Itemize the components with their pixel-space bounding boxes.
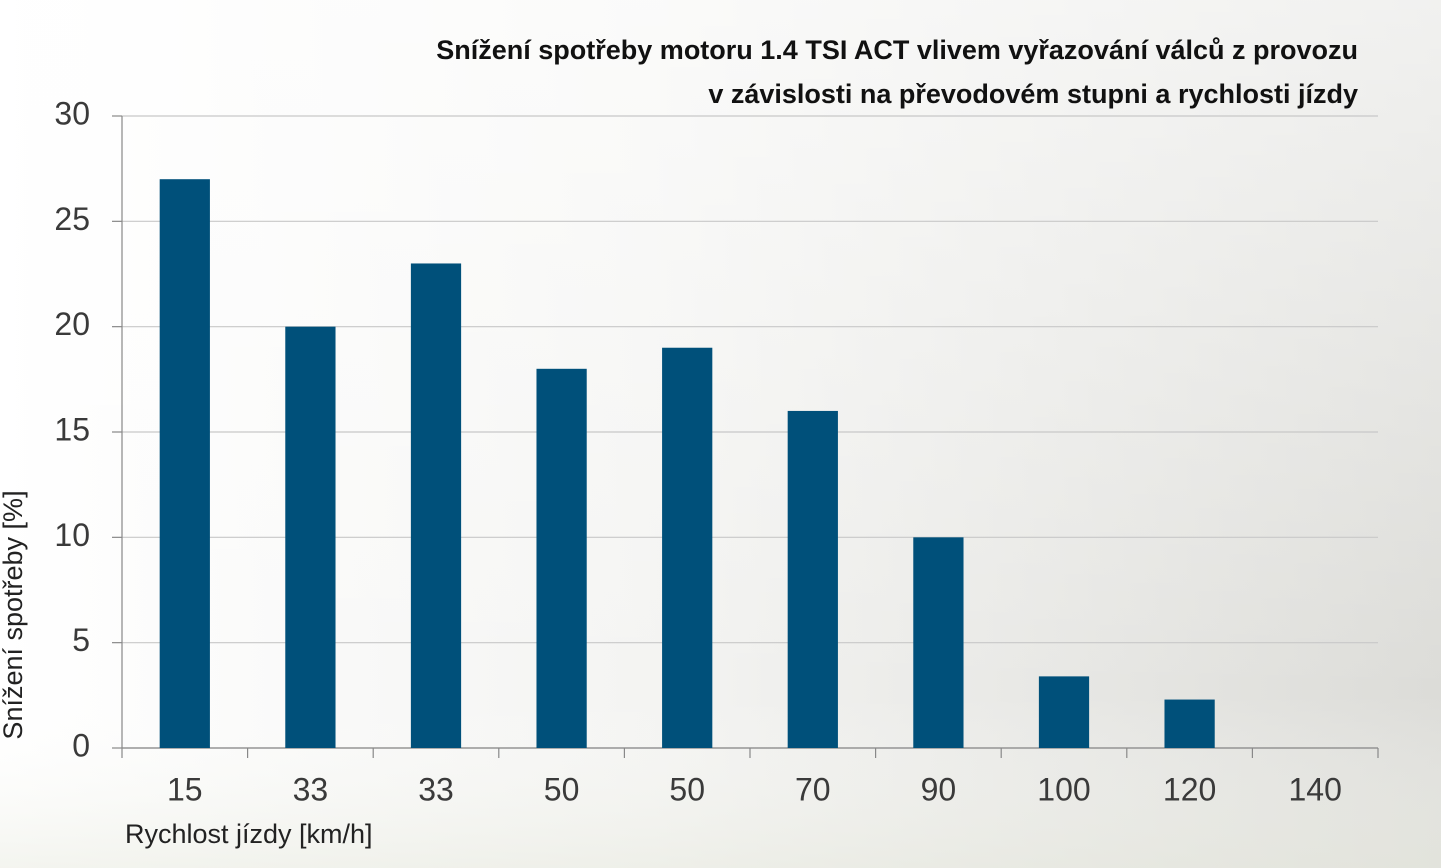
- bar: [410, 263, 462, 748]
- bar: [1164, 699, 1215, 748]
- x-tick-label: 120: [1163, 771, 1216, 807]
- bar: [285, 326, 336, 748]
- x-axis-label: Rychlost jízdy [km/h]: [125, 819, 373, 849]
- y-tick-label: 30: [54, 95, 90, 131]
- x-tick-label: 33: [293, 771, 329, 807]
- y-tick-label: 15: [54, 411, 90, 447]
- x-tick-label: 50: [669, 771, 705, 807]
- x-tick-label: 15: [167, 771, 203, 807]
- x-tick-label: 100: [1037, 771, 1090, 807]
- y-tick-label: 5: [72, 622, 90, 658]
- y-axis-label: Snížení spotřeby [%]: [0, 490, 28, 739]
- y-tick-label: 25: [54, 201, 90, 237]
- chart-title: Snížení spotřeby motoru 1.4 TSI ACT vliv…: [436, 35, 1358, 65]
- bar: [913, 537, 964, 748]
- x-tick-label: 90: [921, 771, 957, 807]
- bar: [787, 410, 838, 748]
- bar: [159, 179, 210, 748]
- bar: [1038, 676, 1090, 748]
- y-tick-label: 10: [54, 517, 90, 553]
- x-tick-label: 70: [795, 771, 831, 807]
- x-tick-label: 50: [544, 771, 580, 807]
- bar: [536, 368, 587, 748]
- y-tick-label: 0: [72, 727, 90, 763]
- chart-title: v závislosti na převodovém stupni a rych…: [708, 79, 1358, 109]
- x-tick-label: 140: [1289, 771, 1342, 807]
- bar: [662, 347, 713, 748]
- x-tick-label: 33: [418, 771, 454, 807]
- y-tick-label: 20: [54, 306, 90, 342]
